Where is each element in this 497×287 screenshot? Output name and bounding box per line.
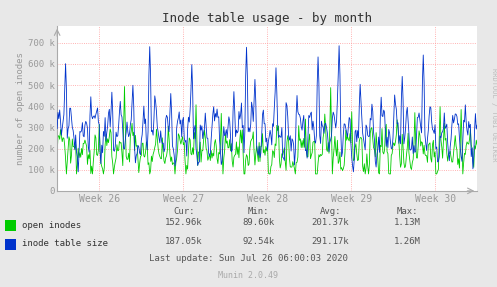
Text: Munin 2.0.49: Munin 2.0.49 [219, 272, 278, 280]
Text: Min:: Min: [248, 207, 269, 216]
Text: 1.26M: 1.26M [394, 237, 421, 246]
Text: 1.13M: 1.13M [394, 218, 421, 227]
Text: inode table size: inode table size [22, 239, 108, 249]
Text: 187.05k: 187.05k [165, 237, 203, 246]
Text: 201.37k: 201.37k [312, 218, 349, 227]
Text: 92.54k: 92.54k [243, 237, 274, 246]
Text: 291.17k: 291.17k [312, 237, 349, 246]
Text: Avg:: Avg: [320, 207, 341, 216]
Text: Last update: Sun Jul 26 06:00:03 2020: Last update: Sun Jul 26 06:00:03 2020 [149, 254, 348, 263]
Text: 152.96k: 152.96k [165, 218, 203, 227]
Text: Cur:: Cur: [173, 207, 195, 216]
Text: Max:: Max: [397, 207, 418, 216]
Text: open inodes: open inodes [22, 221, 82, 230]
Title: Inode table usage - by month: Inode table usage - by month [162, 12, 372, 25]
Y-axis label: number of open inodes: number of open inodes [16, 52, 25, 165]
Text: RRDTOOL / TOBI OETIKER: RRDTOOL / TOBI OETIKER [491, 68, 497, 162]
Text: 89.60k: 89.60k [243, 218, 274, 227]
